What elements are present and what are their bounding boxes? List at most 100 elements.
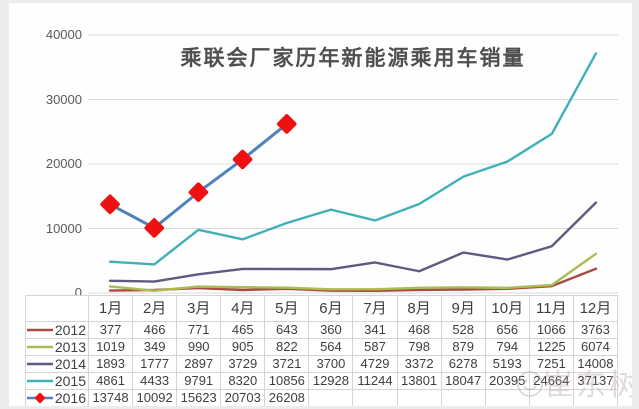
series-year-label: 2015	[54, 373, 86, 389]
series-year-label: 2013	[54, 339, 86, 355]
month-header: 9月	[440, 295, 486, 322]
value-cell-2013-6月: 564	[308, 338, 354, 356]
series-year-label: 2012	[54, 322, 86, 338]
value-cell-2016-11月	[528, 389, 574, 407]
diamond-marker-2016	[232, 149, 253, 170]
month-header: 6月	[308, 295, 354, 322]
series-swatch-2014	[26, 362, 53, 366]
y-tick-label: 0	[74, 285, 82, 300]
legend-cell-2014: 2014	[25, 355, 89, 373]
month-header: 4月	[220, 295, 266, 322]
legend-cell-2013: 2013	[25, 338, 89, 356]
value-cell-2014-1月: 1893	[87, 355, 134, 373]
value-cell-2013-1月: 1019	[87, 338, 134, 356]
data-table-wrap: 1月 2月 3月 4月 5月 6月 7月 8月 9月 10月 11月 12月 2012 377 466 771…	[25, 295, 619, 407]
photo-edge-top	[0, 0, 639, 3]
value-cell-2012-7月: 341	[352, 321, 398, 339]
value-cell-2013-7月: 587	[352, 338, 398, 356]
chart-title: 乘联会厂家历年新能源乘用车销量	[180, 47, 526, 70]
value-cell-2012-8月: 468	[396, 321, 442, 339]
series-line-2015	[108, 52, 598, 266]
value-cell-2015-11月: 24664	[528, 372, 574, 390]
table-row-2012: 2012 377 466 771 465 643 360 341 468 528 656 1066 37…	[25, 321, 619, 339]
month-header: 3月	[176, 295, 222, 322]
value-cell-2012-10月: 656	[484, 321, 530, 339]
value-cell-2013-3月: 990	[176, 338, 222, 356]
series-swatch-2012	[26, 328, 53, 332]
value-cell-2013-5月: 822	[264, 338, 310, 356]
legend-diamond-icon	[34, 392, 46, 404]
table-corner-cell	[25, 295, 89, 322]
value-cell-2015-7月: 11244	[352, 372, 398, 390]
legend-cell-2015: 2015	[25, 372, 89, 390]
value-cell-2013-9月: 879	[440, 338, 486, 356]
series-line-2014	[108, 201, 598, 283]
value-cell-2012-1月: 377	[87, 321, 134, 339]
value-cell-2013-2月: 349	[132, 338, 178, 356]
value-cell-2016-6月	[308, 389, 354, 407]
value-cell-2015-1月: 4861	[87, 372, 134, 390]
value-cell-2015-3月: 9791	[176, 372, 222, 390]
value-cell-2014-11月: 7251	[528, 355, 574, 373]
value-cell-2014-9月: 6278	[440, 355, 486, 373]
value-cell-2012-2月: 466	[132, 321, 178, 339]
month-header: 12月	[572, 295, 619, 322]
value-cell-2014-10月: 5193	[484, 355, 530, 373]
month-header: 2月	[132, 295, 178, 322]
value-cell-2015-9月: 18047	[440, 372, 486, 390]
value-cell-2014-4月: 3729	[220, 355, 266, 373]
diamond-marker-2016	[188, 182, 209, 203]
photo-edge-right	[632, 0, 639, 409]
value-cell-2013-12月: 6074	[572, 338, 619, 356]
value-cell-2016-7月	[352, 389, 398, 407]
value-cell-2015-2月: 4433	[132, 372, 178, 390]
value-cell-2014-8月: 3372	[396, 355, 442, 373]
y-tick-label: 40000	[45, 27, 82, 42]
series-year-label: 2016	[54, 390, 86, 406]
value-cell-2015-12月: 37137	[572, 372, 619, 390]
series-swatch-2016	[26, 392, 53, 404]
value-cell-2012-5月: 643	[264, 321, 310, 339]
series-swatch-2013	[26, 345, 53, 349]
photo-edge-left	[0, 0, 9, 409]
legend-cell-2016: 2016	[25, 389, 89, 407]
value-cell-2016-8月	[396, 389, 442, 407]
value-cell-2014-3月: 2897	[176, 355, 222, 373]
value-cell-2015-8月: 13801	[396, 372, 442, 390]
value-cell-2012-6月: 360	[308, 321, 354, 339]
month-header: 11月	[528, 295, 574, 322]
month-header: 7月	[352, 295, 398, 322]
data-table: 1月 2月 3月 4月 5月 6月 7月 8月 9月 10月 11月 12月 2012 377 466 771…	[25, 295, 619, 407]
month-header: 8月	[396, 295, 442, 322]
value-cell-2014-2月: 1777	[132, 355, 178, 373]
value-cell-2016-4月: 20703	[220, 389, 266, 407]
month-header: 1月	[87, 295, 134, 322]
value-cell-2016-5月: 26208	[264, 389, 310, 407]
value-cell-2016-10月	[484, 389, 530, 407]
value-cell-2014-12月: 14008	[572, 355, 619, 373]
y-tick-label: 20000	[45, 156, 82, 171]
value-cell-2015-6月: 12928	[308, 372, 354, 390]
value-cell-2014-7月: 4729	[352, 355, 398, 373]
diamond-marker-2016	[276, 114, 297, 134]
value-cell-2012-12月: 3763	[572, 321, 619, 339]
month-header: 10月	[484, 295, 530, 322]
value-cell-2013-8月: 798	[396, 338, 442, 356]
y-tick-label: 30000	[45, 91, 82, 107]
y-tick-label: 10000	[45, 220, 82, 236]
series-year-label: 2014	[54, 356, 86, 372]
value-cell-2013-4月: 905	[220, 338, 266, 356]
value-cell-2013-10月: 794	[484, 338, 530, 356]
value-cell-2015-5月: 10856	[264, 372, 310, 390]
table-row-2016: 2016 13748 10092 15623 20703 26208	[25, 389, 619, 407]
value-cell-2016-1月: 13748	[87, 389, 134, 407]
value-cell-2015-4月: 8320	[220, 372, 266, 390]
value-cell-2012-4月: 465	[220, 321, 266, 339]
value-cell-2016-3月: 15623	[176, 389, 222, 407]
legend-cell-2012: 2012	[25, 321, 89, 339]
photo-edge-bottom	[0, 406, 639, 409]
series-swatch-2015	[26, 379, 53, 383]
diamond-marker-2016	[144, 218, 165, 238]
